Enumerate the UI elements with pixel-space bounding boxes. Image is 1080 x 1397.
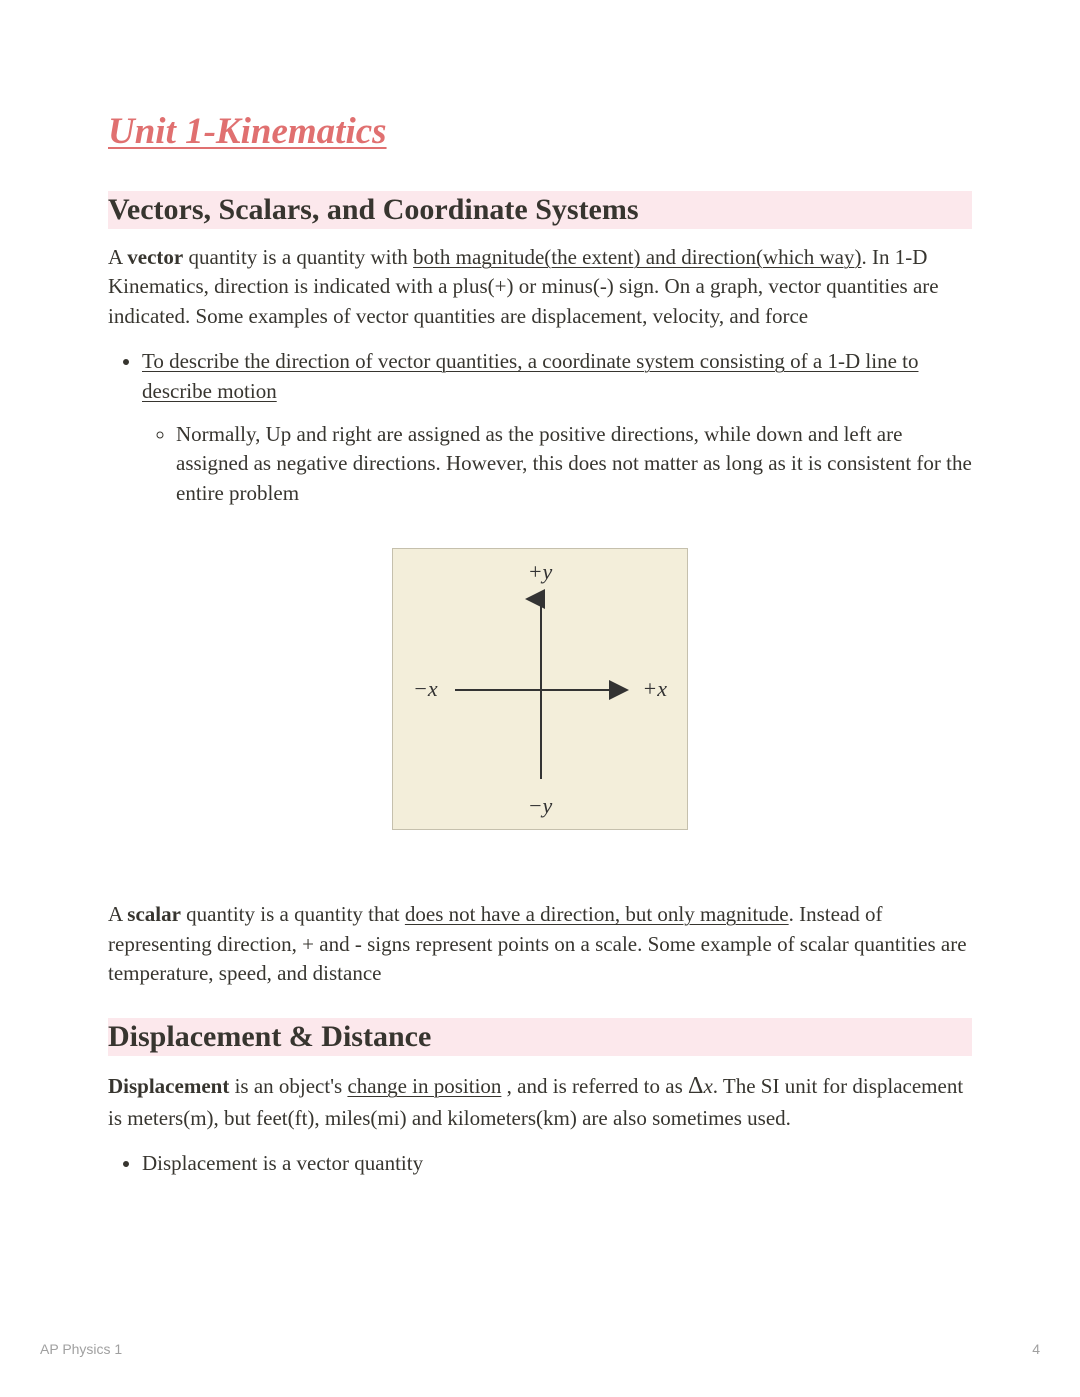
vector-property-underline: both magnitude(the extent) and direction… (413, 245, 861, 269)
page-footer: AP Physics 1 4 (40, 1341, 1040, 1357)
coordinate-system-underline: To describe the direction of vector quan… (142, 349, 918, 402)
text-fragment: A (108, 902, 127, 926)
section-heading-vectors: Vectors, Scalars, and Coordinate Systems (108, 191, 972, 229)
text-fragment: quantity is a quantity with (183, 245, 413, 269)
math-variable-x: x (703, 1074, 712, 1098)
footer-page-number: 4 (1032, 1341, 1040, 1357)
displacement-property-underline: change in position (347, 1074, 501, 1098)
text-fragment: , and is referred to as (501, 1074, 688, 1098)
list-item: Normally, Up and right are assigned as t… (176, 420, 972, 508)
delta-symbol: Δ (688, 1073, 703, 1099)
axis-label-neg-x: −x (413, 676, 438, 702)
section-heading-displacement: Displacement & Distance (108, 1018, 972, 1056)
term-vector: vector (127, 245, 183, 269)
vector-bullet-list: To describe the direction of vector quan… (108, 347, 972, 508)
text-fragment: A (108, 245, 127, 269)
displacement-bullet-list: Displacement is a vector quantity (108, 1149, 972, 1178)
coordinate-axes-diagram: +y −y −x +x (392, 548, 688, 830)
axis-label-pos-y: +y (528, 559, 553, 585)
footer-course-name: AP Physics 1 (40, 1341, 122, 1357)
list-item: Displacement is a vector quantity (142, 1149, 972, 1178)
vector-definition-paragraph: A vector quantity is a quantity with bot… (108, 243, 972, 331)
axis-label-pos-x: +x (642, 676, 667, 702)
axis-label-neg-y: −y (528, 793, 553, 819)
displacement-definition-paragraph: Displacement is an object's change in po… (108, 1070, 972, 1133)
list-item: To describe the direction of vector quan… (142, 347, 972, 508)
term-displacement: Displacement (108, 1074, 229, 1098)
coordinate-diagram-wrapper: +y −y −x +x (108, 548, 972, 830)
text-fragment: is an object's (229, 1074, 347, 1098)
page-title: Unit 1-Kinematics (108, 110, 972, 153)
text-fragment: quantity is a quantity that (181, 902, 405, 926)
term-scalar: scalar (127, 902, 181, 926)
vector-sub-list: Normally, Up and right are assigned as t… (142, 420, 972, 508)
scalar-property-underline: does not have a direction, but only magn… (405, 902, 789, 926)
scalar-definition-paragraph: A scalar quantity is a quantity that doe… (108, 900, 972, 988)
